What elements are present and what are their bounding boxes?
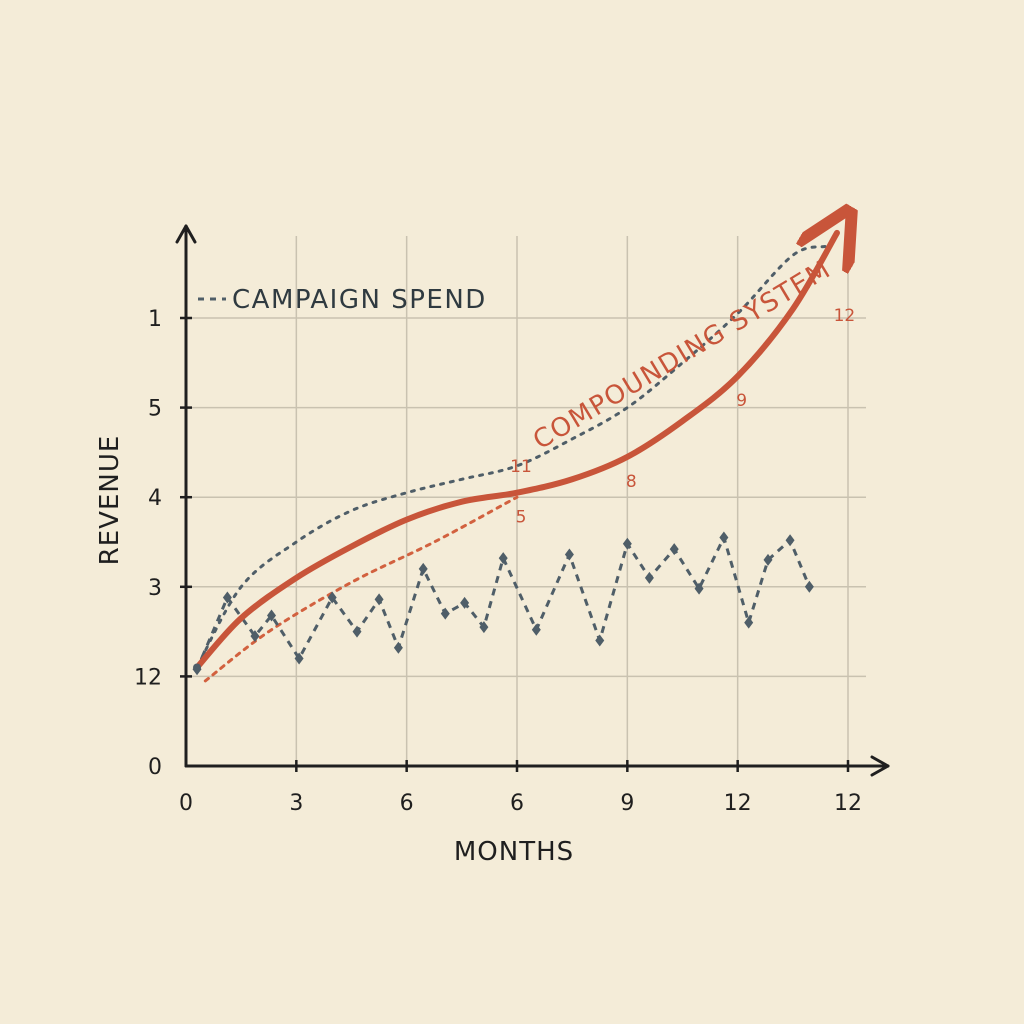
point-label: 5 [516,508,527,528]
x-tick-label: 3 [289,791,303,816]
spend-point [644,571,654,584]
spend-point [785,534,795,547]
spend-point [531,623,541,636]
spend-point [595,634,605,647]
x-axis-arrow [870,755,890,777]
x-tick-label: 6 [400,791,414,816]
x-tick-label: 0 [179,791,193,816]
x-axis-label: MONTHS [454,837,574,867]
y-tick-label: 0 [148,755,162,780]
spend-point [498,552,508,565]
point-label: 8 [626,472,637,492]
spend-point [327,591,337,604]
point-label: 11 [510,457,532,477]
series-name-compounding: COMPOUNDING SYSTEM [528,254,836,456]
y-tick-label: 5 [148,397,162,422]
spend-point [267,609,277,622]
spend-point [393,641,403,654]
legend-label: CAMPAIGN SPEND [232,285,487,315]
y-tick-label: 12 [134,665,162,690]
series-layer [192,233,837,683]
point-label: 12 [834,306,856,326]
spend-point [763,553,773,566]
y-tick-label: 4 [148,486,162,511]
x-tick-label: 9 [620,791,634,816]
y-axis-arrow [175,224,197,244]
spend-point [374,593,384,606]
spend-point [460,596,470,609]
y-tick-label: 1 [148,307,162,332]
spend-point [744,616,754,629]
x-tick-label: 6 [510,791,524,816]
y-tick-label: 3 [148,576,162,601]
spend-point [622,537,632,550]
grid [186,236,866,766]
spend-point [222,591,232,604]
series-dotted-upper [195,244,828,669]
spend-point [479,621,489,634]
spend-point [564,548,574,561]
point-label: 9 [736,391,747,411]
series-compounding-system [194,233,837,671]
spend-point [719,531,729,544]
y-axis-label: REVENUE [95,435,125,566]
spend-point [669,543,679,556]
x-tick-label: 12 [834,791,862,816]
spend-point [440,607,450,620]
legend: CAMPAIGN SPEND [198,285,487,315]
axes: 0 3 6 6 9 12 12 0 12 3 4 5 1 [134,224,890,816]
series-campaign-spend [195,536,811,670]
series-dotted-guide [203,495,519,683]
spend-point [418,562,428,575]
labels-layer: 5 8 9 12 11 [510,306,855,528]
spend-point [250,630,260,643]
spend-point [352,625,362,638]
start-point [193,663,202,672]
x-tick-label: 12 [724,791,752,816]
spend-point [694,582,704,595]
spend-point [294,652,304,665]
spend-point [804,580,814,593]
